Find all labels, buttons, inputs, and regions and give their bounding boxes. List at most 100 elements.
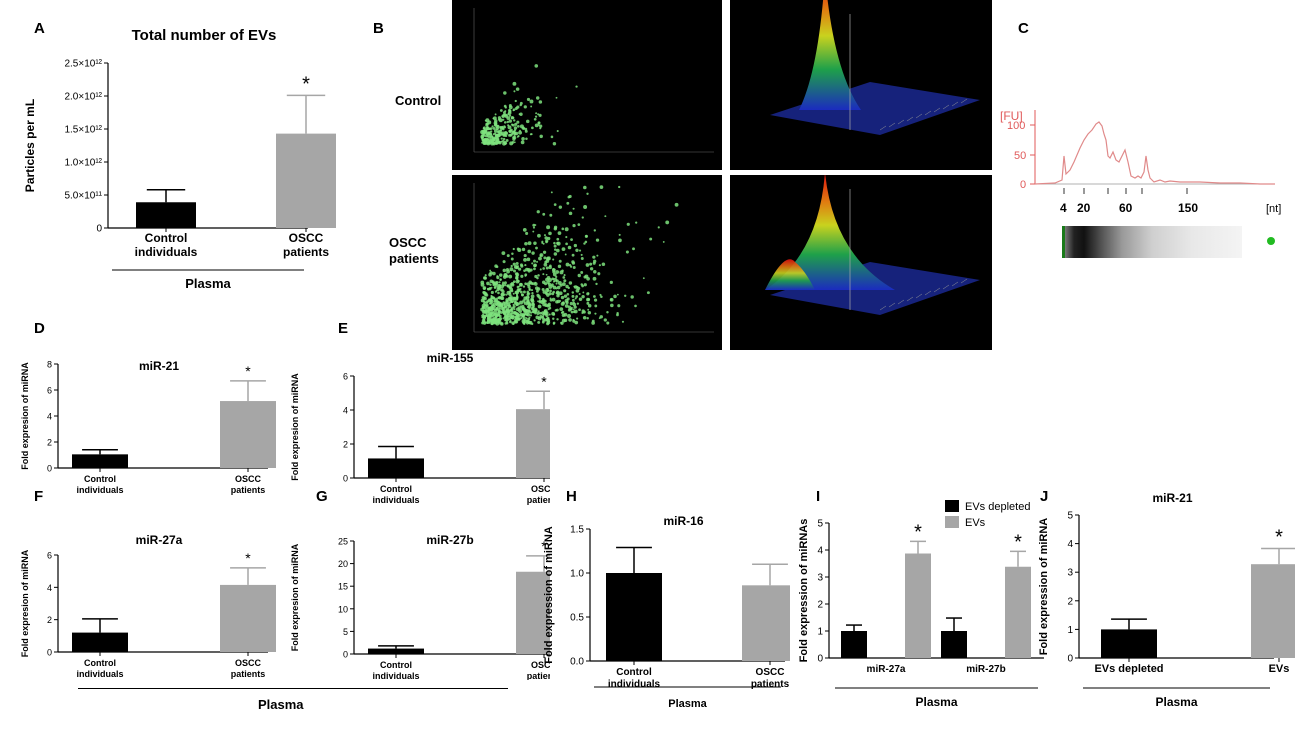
nta-particle: [504, 110, 507, 113]
category-label: patients: [231, 485, 266, 495]
nta-particle: [565, 242, 568, 246]
nta-particle: [635, 221, 638, 224]
nta-particle: [514, 99, 517, 103]
nta-particle: [518, 130, 522, 135]
nta-particle: [523, 318, 526, 321]
nta-particle: [527, 249, 531, 254]
nta-particle: [533, 267, 536, 271]
nta-particle: [577, 286, 581, 290]
nta-particle: [492, 126, 496, 130]
nta-particle: [524, 273, 528, 277]
nta-particle: [524, 241, 528, 246]
category-label: individuals: [76, 485, 123, 495]
nta-particle: [516, 105, 520, 109]
y-tick-label: 0: [817, 654, 823, 665]
nta-particle: [538, 113, 542, 117]
nta-particle: [519, 112, 523, 117]
nta-particle: [542, 250, 547, 254]
nta-particle: [556, 318, 559, 321]
nta-particle: [543, 256, 547, 260]
legend-label: EVs depleted: [965, 501, 1030, 513]
nta-particle: [483, 310, 487, 314]
legend-label: EVs: [965, 517, 986, 529]
nta-particle: [603, 318, 607, 322]
nta-particle: [539, 311, 542, 315]
bar-1: [368, 648, 424, 654]
nta-particle: [618, 233, 621, 236]
nta-particle: [597, 272, 601, 276]
nta-particle: [502, 317, 505, 320]
nta-particle: [498, 273, 503, 277]
nta-particle: [563, 318, 568, 323]
nta-particle: [625, 250, 629, 254]
nta-particle: [593, 295, 596, 298]
y-axis-label: Fold expression of miRNA: [543, 526, 555, 664]
nta-particle: [490, 286, 493, 289]
panel-letter-f: F: [34, 488, 44, 505]
category-label: Control: [380, 660, 412, 670]
group-label: Plasma: [185, 276, 231, 291]
nta-particle: [503, 314, 508, 319]
nta-particle: [498, 281, 501, 284]
nta-particle: [523, 310, 526, 313]
nta-particle: [525, 303, 528, 306]
y-tick-label: 2: [47, 615, 52, 625]
nta-particle: [556, 285, 561, 290]
nta-particle: [511, 123, 515, 127]
nta-particle: [524, 264, 527, 267]
group-label: Plasma: [668, 698, 707, 710]
nta-particle: [522, 290, 526, 294]
y-tick-label: 20: [338, 559, 348, 569]
y-tick-label: 0: [1067, 654, 1073, 665]
nta-particle: [508, 304, 511, 307]
nta-particle: [550, 191, 553, 194]
nta-particle: [580, 257, 584, 261]
nta-particle: [528, 287, 531, 291]
y-tick-label: 8: [47, 360, 52, 370]
nta-particle: [557, 264, 562, 269]
nta-particle: [567, 308, 571, 312]
y-tick-label: 1.0×10¹²: [64, 158, 102, 169]
nta-particle: [528, 292, 531, 295]
nta-particle: [556, 237, 560, 241]
panel-letter-i: I: [816, 488, 821, 505]
nta-particle: [492, 271, 496, 276]
nta-particle: [490, 290, 494, 295]
chart-mir27ab-evs: 0 1 2 3 4 5 Fold expression of miRNAs * miR-27a *…: [798, 500, 1044, 709]
nta-particle: [536, 311, 540, 316]
nta-particle: [502, 281, 504, 284]
nta-particle: [501, 114, 506, 118]
nta-particle: [571, 294, 575, 298]
nta-particle: [593, 270, 597, 274]
nta-particle: [506, 120, 509, 124]
nta-particle: [532, 230, 535, 233]
nta-particle: [586, 316, 589, 320]
nta-particle: [571, 298, 575, 302]
y-tick-label: 3: [1067, 568, 1073, 579]
nta-particle: [626, 222, 630, 226]
chart-title: miR-155: [427, 351, 474, 365]
nta-particle: [493, 300, 496, 303]
nta-particle: [498, 118, 503, 123]
nta-particle: [556, 248, 560, 253]
nta-particle: [545, 240, 548, 244]
nta-particle: [510, 283, 515, 287]
nta-particle: [493, 318, 497, 322]
category-label: patients: [283, 245, 329, 259]
nta-particle: [481, 138, 485, 143]
bar-1: [1101, 629, 1157, 658]
nta-particle: [610, 298, 613, 301]
nta-particle: [564, 227, 569, 232]
nta-particle: [512, 280, 516, 284]
nta-particle: [535, 246, 538, 250]
nta-particle: [632, 247, 635, 251]
bar-1: [368, 458, 424, 478]
nta-particle: [555, 270, 560, 274]
nta-particle: [534, 64, 539, 68]
nta-particle: [555, 279, 559, 283]
nta-particle: [522, 299, 526, 303]
nta-particle: [499, 126, 504, 130]
nta-particle: [593, 229, 596, 232]
nta-particle: [494, 264, 498, 268]
nt-tick-20: 20: [1077, 201, 1091, 215]
